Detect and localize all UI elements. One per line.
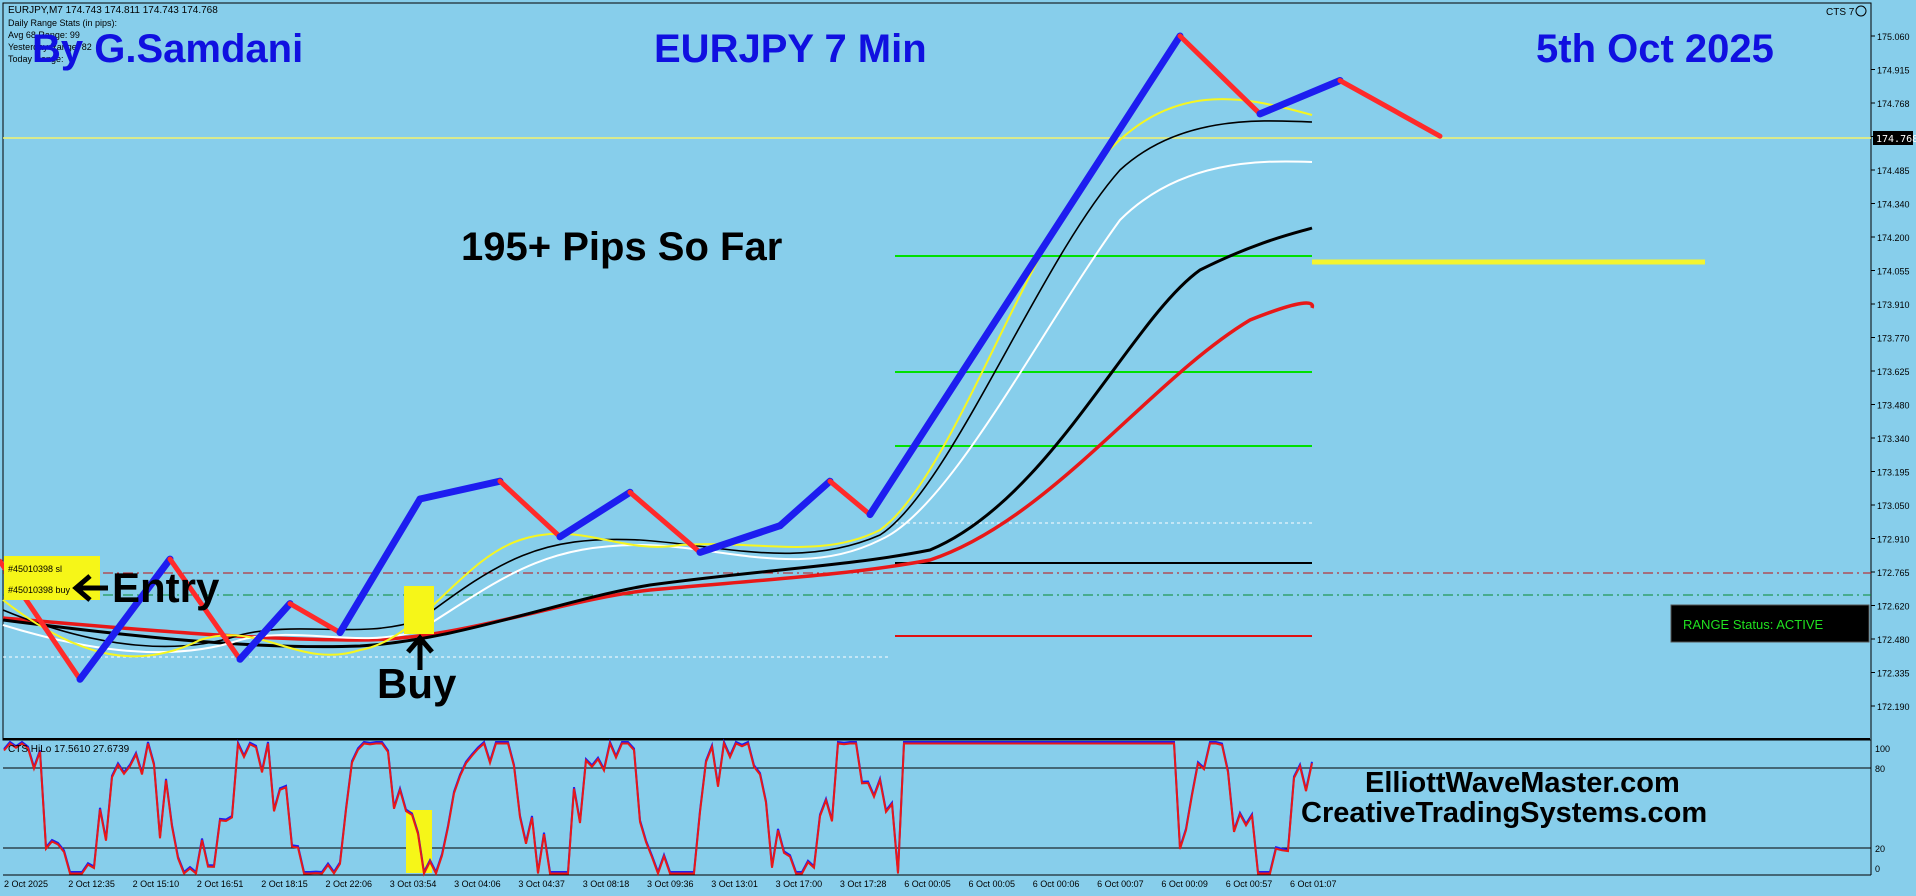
indicator-label: CTS HiLo 17.5610 27.6739 (8, 744, 130, 755)
price-segment-down (1177, 33, 1263, 117)
price-segment-down (1337, 78, 1423, 128)
price-segment-up (336, 495, 424, 637)
ma-black-thick (2, 226, 1313, 649)
price-tick-label: 174.340 (1877, 200, 1910, 210)
symbol-line: EURJPY,M7 174.743 174.811 174.743 174.76… (8, 5, 218, 16)
time-tick-label: 2 Oct 22:06 (326, 879, 373, 889)
price-tick-label: 173.340 (1877, 434, 1910, 444)
price-tick-label: 173.910 (1877, 300, 1910, 310)
time-tick-label: 6 Oct 01:07 (1290, 879, 1337, 889)
level-80: 80 (1875, 764, 1885, 774)
price-segment-up (1256, 77, 1344, 118)
level-0: 0 (1875, 864, 1880, 874)
price-segment-down (287, 601, 343, 636)
price-tick-label: 173.050 (1877, 501, 1910, 511)
price-tick-label: 172.620 (1877, 602, 1910, 612)
buy-order-label: #45010398 buy (8, 585, 71, 595)
buy-signal-box (404, 586, 434, 634)
time-tick-label: 6 Oct 00:06 (1033, 879, 1080, 889)
price-tick-label: 174.055 (1877, 267, 1910, 277)
ma-white (2, 160, 1313, 653)
price-tick-label: 175.060 (1877, 32, 1910, 42)
top-right-label: CTS 7 (1826, 7, 1855, 18)
price-tick-label: 173.480 (1877, 401, 1910, 411)
price-tick-label: 172.910 (1877, 535, 1910, 545)
stats-line-3: Yesterday Range: 82 (8, 42, 92, 52)
price-tick-label: 174.768 (1877, 99, 1910, 109)
price-segment-up (776, 477, 834, 530)
time-tick-label: 2 Oct 16:51 (197, 879, 244, 889)
time-tick-label: 3 Oct 08:18 (583, 879, 630, 889)
price-tick-label: 174.915 (1877, 66, 1910, 76)
range-status-text: RANGE Status: ACTIVE (1683, 617, 1823, 632)
pair-title: EURJPY 7 Min (654, 27, 927, 71)
time-tick-label: 3 Oct 04:06 (454, 879, 501, 889)
expand-icon[interactable] (1855, 5, 1867, 17)
price-segment-up (696, 522, 784, 556)
left-arrow-icon (72, 574, 108, 602)
price-series (0, 32, 1443, 683)
time-tick-label: 3 Oct 17:00 (776, 879, 823, 889)
up-arrow-icon (406, 634, 434, 670)
price-tick-label: 173.625 (1877, 367, 1910, 377)
time-tick-label: 3 Oct 04:37 (518, 879, 565, 889)
time-tick-label: 6 Oct 00:05 (969, 879, 1016, 889)
price-tick-label: 173.770 (1877, 334, 1910, 344)
price-segment-down (827, 478, 873, 518)
site-url-2: CreativeTradingSystems.com (1301, 797, 1707, 829)
time-tick-label: 6 Oct 00:07 (1097, 879, 1144, 889)
time-tick-label: 3 Oct 03:54 (390, 879, 437, 889)
stats-line-1: Daily Range Stats (in pips): (8, 18, 117, 28)
level-20: 20 (1875, 844, 1885, 854)
price-segment-down (167, 556, 243, 662)
time-tick-label: 6 Oct 00:05 (904, 879, 951, 889)
time-tick-label: 3 Oct 17:28 (840, 879, 887, 889)
price-segment-up (236, 600, 294, 663)
current-price-tag (1873, 131, 1913, 145)
time-tick-label: 2 Oct 18:15 (261, 879, 308, 889)
author-title: By G.Samdani (32, 27, 303, 71)
oscillator-panel (3, 738, 1871, 877)
time-tick-label: 2 Oct 2025 (4, 879, 48, 889)
time-tick-label: 3 Oct 13:01 (711, 879, 758, 889)
time-tick-label: 2 Oct 15:10 (133, 879, 180, 889)
time-tick-label: 3 Oct 09:36 (647, 879, 694, 889)
price-segment-up (76, 555, 174, 683)
oscillator-line-red (3, 739, 1313, 877)
time-tick-label: 6 Oct 00:57 (1226, 879, 1273, 889)
time-tick-label: 6 Oct 00:09 (1161, 879, 1208, 889)
price-segment-down (497, 478, 563, 540)
ma-red (2, 301, 1315, 642)
price-segment-down (1417, 122, 1443, 139)
date-title: 5th Oct 2025 (1536, 27, 1774, 71)
site-url-1: ElliottWaveMaster.com (1365, 767, 1680, 799)
price-segment-up (416, 477, 504, 503)
current-price-text: 174.768 (1876, 134, 1916, 145)
time-axis: 2 Oct 2025 2 Oct 12:35 2 Oct 15:10 2 Oct 16… (4, 879, 1337, 889)
price-tick-label: 172.765 (1877, 568, 1910, 578)
sl-order-label: #45010398 sl (8, 564, 62, 574)
range-status-box (1670, 604, 1870, 643)
stats-line-2: Avg 68 Range: 99 (8, 30, 80, 40)
price-segment-up (556, 488, 634, 541)
pips-label: 195+ Pips So Far (461, 225, 782, 269)
price-tick-label: 174.200 (1877, 233, 1910, 243)
level-100: 100 (1875, 744, 1890, 754)
time-tick-label: 2 Oct 12:35 (68, 879, 115, 889)
price-tick-label: 173.195 (1877, 468, 1910, 478)
stats-line-4: Today Range: (8, 54, 64, 64)
price-segment-down (627, 489, 703, 555)
price-tick-label: 172.335 (1877, 669, 1910, 679)
buy-label: Buy (377, 660, 457, 707)
price-tick-label: 172.190 (1877, 702, 1910, 712)
price-tick-label: 172.480 (1877, 635, 1910, 645)
entry-label: Entry (112, 564, 220, 611)
price-tick-label: 174.485 (1877, 166, 1910, 176)
price-segment-up (866, 32, 1184, 519)
